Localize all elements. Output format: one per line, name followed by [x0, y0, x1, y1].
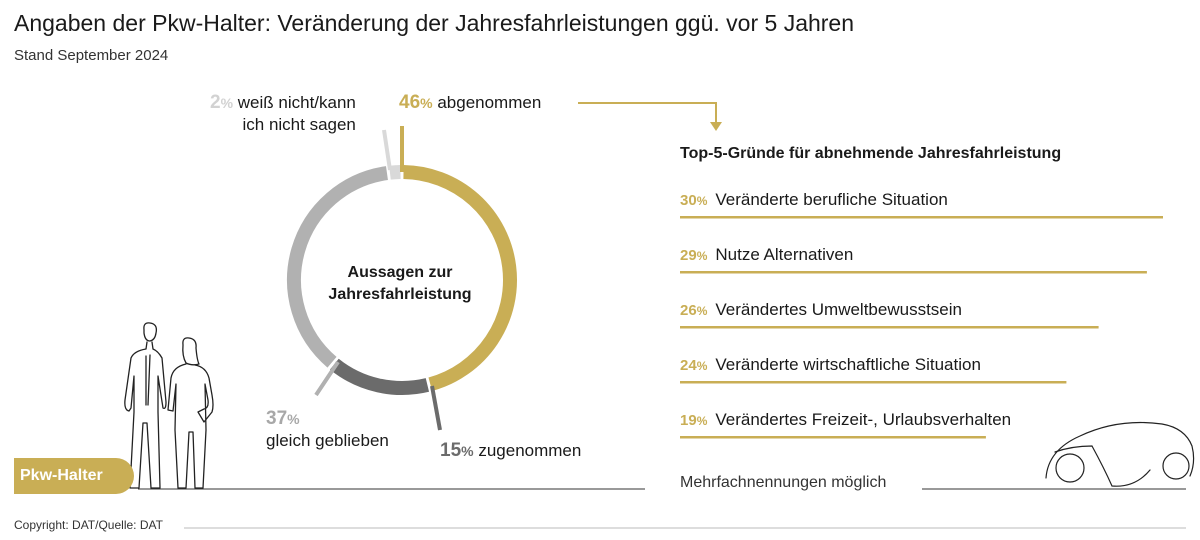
slice-name-abgenommen: abgenommen — [437, 93, 542, 112]
slice-label-weissnicht: 2% weiß nicht/kann ich nicht sagen — [210, 92, 356, 135]
donut-slice-4 — [389, 165, 401, 180]
donut-chart — [287, 165, 517, 395]
slice-name-weissnicht-line1: weiß nicht/kann — [237, 93, 356, 112]
leader-line-gleich — [314, 360, 340, 397]
slice-value-zugenommen: 15 — [440, 440, 462, 461]
pkw-halter-badge-label: Pkw-Halter — [20, 467, 103, 484]
slice-label-abgenommen: 46% abgenommen — [399, 92, 541, 114]
reason-bars — [680, 216, 1163, 439]
copyright: Copyright: DAT/Quelle: DAT — [14, 518, 163, 532]
connector-arrow-head — [710, 122, 722, 131]
reason-row-2: 29% Nutze Alternativen — [680, 245, 853, 265]
chart-subtitle: Stand September 2024 — [14, 47, 169, 64]
people-silhouette-icon — [124, 322, 214, 489]
reason-value-1: 30 — [680, 192, 697, 209]
reason-bar-2 — [680, 271, 1147, 274]
reason-bar-3 — [680, 326, 1099, 329]
donut-slice-1 — [403, 165, 517, 391]
percent-sign: % — [287, 411, 300, 427]
reason-row-1: 30% Veränderte berufliche Situation — [680, 190, 948, 210]
connector-arrow-line — [578, 102, 717, 124]
percent-sign: % — [420, 95, 433, 111]
slice-name-gleich: gleich geblieben — [266, 431, 389, 450]
reason-row-5: 19% Verändertes Freizeit-, Urlaubsverhalt… — [680, 410, 1011, 430]
reason-value-5: 19 — [680, 412, 697, 429]
slice-value-gleich: 37 — [266, 408, 288, 429]
reason-row-4: 24% Veränderte wirtschaftliche Situation — [680, 355, 981, 375]
percent-sign: % — [696, 249, 708, 263]
reason-label-1: Veränderte berufliche Situation — [715, 190, 948, 209]
reason-value-3: 26 — [680, 302, 697, 319]
reasons-title: Top-5-Gründe für abnehmende Jahresfahrle… — [680, 145, 1062, 162]
reason-label-5: Verändertes Freizeit-, Urlaubsverhalten — [715, 410, 1012, 429]
car-outline-icon — [1045, 421, 1195, 487]
reason-row-3: 26% Verändertes Umweltbewusstsein — [680, 300, 962, 320]
percent-sign: % — [461, 443, 474, 459]
reason-label-2: Nutze Alternativen — [715, 245, 854, 264]
reason-bar-5 — [680, 436, 986, 439]
percent-sign: % — [696, 359, 708, 373]
reason-bar-4 — [680, 381, 1067, 384]
reason-value-2: 29 — [680, 247, 697, 264]
multiple-answers-note: Mehrfachnennungen möglich — [680, 474, 887, 491]
leader-line-weissnicht — [382, 129, 392, 171]
donut-slice-3 — [287, 166, 388, 368]
percent-sign: % — [696, 304, 708, 318]
slice-name-weissnicht-line2: ich nicht sagen — [242, 115, 356, 134]
reason-label-4: Veränderte wirtschaftliche Situation — [715, 355, 981, 374]
donut-center-line2: Jahresfahrleistung — [328, 286, 472, 303]
reason-label-3: Verändertes Umweltbewusstsein — [715, 300, 962, 319]
reason-value-4: 24 — [680, 357, 697, 374]
pkw-halter-badge — [14, 458, 134, 494]
chart-title: Angaben der Pkw-Halter: Veränderung der … — [14, 10, 855, 36]
slice-value-weissnicht: 2 — [210, 92, 221, 113]
percent-sign: % — [696, 194, 708, 208]
slice-label-zugenommen: 15% zugenommen — [440, 440, 581, 462]
slice-value-abgenommen: 46 — [399, 92, 421, 113]
donut-slice-2 — [329, 358, 430, 395]
slice-label-gleich: 37% gleich geblieben — [266, 408, 389, 451]
donut-center-label: Aussagen zur Jahresfahrleistung — [300, 262, 500, 306]
donut-center-line1: Aussagen zur — [347, 264, 453, 281]
percent-sign: % — [220, 95, 234, 111]
reason-bar-1 — [680, 216, 1163, 219]
percent-sign: % — [696, 414, 708, 428]
leader-line-zugenommen — [430, 385, 442, 431]
slice-name-zugenommen: zugenommen — [478, 441, 582, 460]
